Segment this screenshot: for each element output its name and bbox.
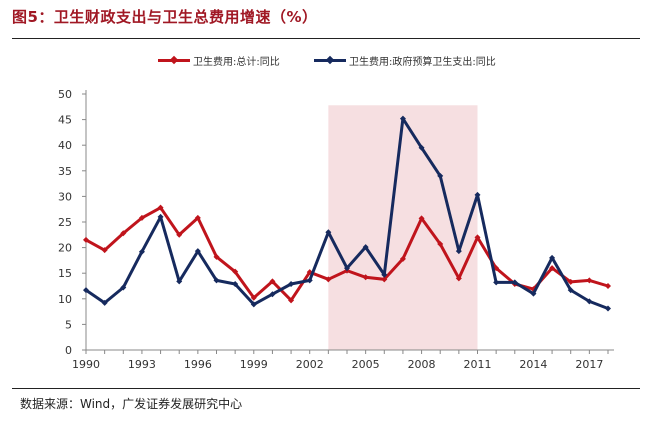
data-point-1 (325, 276, 332, 283)
data-point-1 (138, 214, 145, 221)
x-tick-label: 2002 (296, 358, 324, 371)
y-tick-label: 30 (58, 190, 72, 203)
data-point-2 (437, 172, 444, 179)
data-point-2 (474, 191, 481, 198)
data-point-2 (344, 265, 350, 272)
data-point-1 (399, 255, 406, 262)
data-point-1 (474, 234, 481, 241)
x-tick-label: 2017 (575, 358, 603, 371)
data-point-1 (586, 277, 593, 284)
data-point-2 (176, 278, 183, 285)
data-point-1 (362, 274, 369, 281)
source-note: 数据来源：Wind，广发证券发展研究中心 (20, 397, 243, 411)
data-point-1 (455, 275, 462, 282)
title-divider (12, 38, 640, 39)
data-point-2 (399, 115, 406, 122)
data-point-2 (194, 248, 201, 255)
x-tick-label: 2008 (408, 358, 436, 371)
data-point-1 (437, 241, 444, 248)
y-tick-label: 45 (58, 114, 72, 127)
data-point-2 (138, 248, 145, 255)
y-tick-label: 0 (65, 344, 72, 357)
y-tick-label: 10 (58, 293, 72, 306)
data-point-1 (418, 215, 425, 222)
data-point-1 (232, 268, 239, 275)
data-point-2 (605, 305, 611, 312)
data-point-2 (530, 290, 537, 297)
data-point-1 (549, 265, 556, 272)
y-tick-label: 5 (65, 318, 72, 331)
data-point-2 (250, 301, 257, 308)
legend-swatch-red (158, 50, 190, 70)
shaded-region (328, 105, 478, 350)
data-point-2 (269, 291, 276, 298)
data-point-2 (567, 287, 574, 294)
data-point-1 (250, 294, 257, 301)
legend-item-government-health-spending: 卫生费用:政府预算卫生支出:同比 (314, 50, 496, 70)
chart-legend: 卫生费用:总计:同比 卫生费用:政府预算卫生支出:同比 (0, 50, 653, 70)
data-point-2 (511, 279, 518, 286)
data-point-1 (157, 204, 164, 211)
data-point-2 (493, 279, 500, 286)
y-tick-label: 25 (58, 216, 72, 229)
data-point-2 (306, 277, 313, 284)
data-point-1 (288, 297, 295, 304)
data-point-2 (120, 284, 127, 291)
data-point-2 (362, 244, 369, 251)
data-point-1 (269, 278, 276, 285)
data-point-1 (176, 231, 183, 238)
data-point-2 (586, 298, 593, 305)
x-tick-label: 2014 (519, 358, 547, 371)
data-point-2 (288, 280, 295, 287)
data-point-2 (418, 144, 425, 151)
data-point-2 (101, 299, 108, 306)
data-point-1 (120, 230, 127, 237)
chart-title: 图5：卫生财政支出与卫生总费用增速（%） (12, 8, 318, 26)
y-tick-label: 50 (58, 88, 72, 101)
data-point-2 (325, 229, 332, 236)
data-point-2 (549, 254, 556, 261)
data-point-1 (213, 253, 220, 260)
legend-item-total-health-expenditure: 卫生费用:总计:同比 (158, 50, 280, 70)
data-point-2 (232, 280, 239, 287)
data-point-2 (83, 287, 89, 294)
x-tick-label: 2005 (352, 358, 380, 371)
legend-label: 卫生费用:政府预算卫生支出:同比 (349, 56, 496, 68)
data-point-1 (381, 276, 388, 283)
data-point-2 (157, 213, 164, 220)
x-tick-label: 2011 (464, 358, 492, 371)
line-chart: 0 5 10 15 20 25 30 35 40 45 50 1990 1993 1996 1999 2002… (58, 88, 614, 371)
data-point-2 (455, 248, 462, 255)
y-tick-label: 35 (58, 165, 72, 178)
data-point-1 (83, 236, 89, 243)
y-tick-label: 15 (58, 267, 72, 280)
x-tick-label: 1990 (72, 358, 100, 371)
data-point-1 (101, 247, 108, 254)
source-divider (12, 388, 640, 389)
data-point-1 (605, 283, 611, 289)
y-tick-label: 40 (58, 139, 72, 152)
x-tick-label: 1993 (128, 358, 156, 371)
data-point-2 (213, 277, 220, 284)
data-point-1 (194, 214, 201, 221)
legend-swatch-navy (314, 50, 346, 70)
x-tick-label: 1999 (240, 358, 268, 371)
y-tick-label: 20 (58, 242, 72, 255)
x-tick-label: 1996 (184, 358, 212, 371)
legend-label: 卫生费用:总计:同比 (193, 56, 280, 68)
data-point-1 (567, 278, 574, 285)
data-point-2 (381, 271, 388, 278)
